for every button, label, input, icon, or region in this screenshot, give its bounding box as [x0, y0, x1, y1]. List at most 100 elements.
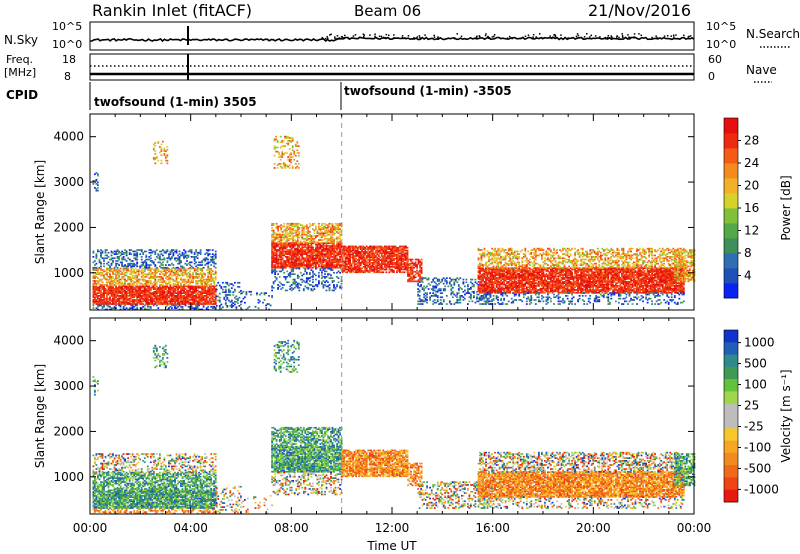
range-cell — [333, 239, 335, 241]
range-cell — [235, 295, 238, 298]
range-cell — [142, 267, 145, 270]
range-cell — [283, 271, 286, 274]
range-cell — [376, 252, 379, 255]
range-cell — [287, 262, 290, 265]
range-cell — [160, 292, 163, 294]
range-cell — [489, 295, 492, 297]
range-cell — [341, 260, 344, 263]
range-cell — [226, 296, 229, 299]
range-cell — [106, 304, 108, 307]
range-cell — [130, 285, 133, 288]
range-cell — [361, 259, 364, 261]
range-cell — [322, 276, 325, 278]
range-cell — [160, 271, 163, 274]
range-cell — [456, 292, 459, 294]
range-cell — [467, 292, 469, 294]
range-cell — [118, 276, 120, 278]
range-cell — [192, 273, 194, 275]
range-cell — [204, 300, 207, 303]
range-cell — [283, 250, 286, 253]
range-cell — [112, 293, 114, 296]
range-cell — [280, 251, 283, 254]
range-cell — [145, 254, 148, 257]
range-cell — [142, 293, 145, 296]
range-cell — [410, 265, 412, 268]
range-cell — [195, 304, 197, 307]
range-cell — [328, 251, 331, 254]
range-cell — [485, 296, 487, 299]
range-cell — [298, 233, 301, 236]
range-cell — [287, 222, 290, 225]
range-cell — [148, 289, 151, 292]
nsearch-point — [407, 35, 410, 37]
range-cell — [192, 274, 194, 277]
range-cell — [100, 262, 102, 265]
range-cell — [416, 265, 418, 268]
range-cell — [145, 303, 148, 305]
range-cell — [208, 301, 211, 304]
range-cell — [358, 271, 361, 274]
range-cell — [436, 280, 439, 282]
range-cell — [289, 224, 292, 226]
range-cell — [318, 257, 320, 260]
range-cell — [214, 293, 217, 296]
range-cell — [124, 274, 126, 277]
range-cell — [307, 266, 310, 269]
range-cell — [432, 288, 435, 290]
range-cell — [393, 266, 395, 268]
range-cell — [137, 288, 140, 290]
range-cell — [272, 247, 275, 250]
range-cell — [224, 288, 227, 291]
range-cell — [397, 255, 400, 257]
range-cell — [374, 246, 377, 249]
range-cell — [118, 290, 120, 293]
range-cell — [174, 282, 176, 285]
range-cell — [159, 270, 161, 273]
range-cell — [181, 254, 184, 257]
range-cell — [295, 254, 298, 257]
range-cell — [189, 249, 191, 251]
range-cell — [116, 297, 119, 300]
range-cell — [180, 267, 182, 270]
range-cell — [183, 249, 185, 251]
range-cell — [277, 228, 279, 230]
range-cell — [272, 261, 275, 264]
nsearch-point — [418, 35, 421, 37]
range-cell — [268, 295, 270, 297]
range-cell — [290, 222, 293, 225]
range-cell — [151, 276, 154, 278]
range-cell — [277, 249, 279, 251]
range-cell — [402, 271, 404, 274]
range-cell — [110, 295, 113, 297]
range-cell — [100, 301, 102, 304]
range-cell — [316, 243, 319, 246]
range-cell — [424, 299, 427, 301]
range-cell — [97, 286, 99, 289]
range-cell — [376, 251, 379, 253]
range-cell — [154, 280, 157, 282]
range-cell — [103, 274, 105, 277]
range-cell — [97, 249, 99, 251]
range-cell — [436, 278, 439, 281]
range-cell — [298, 249, 301, 251]
range-cell — [148, 271, 151, 274]
range-cell — [370, 261, 373, 264]
range-cell — [116, 262, 119, 265]
range-cell — [155, 271, 158, 274]
range-cell — [101, 305, 104, 308]
range-cell — [183, 295, 185, 297]
range-cell — [271, 260, 273, 262]
range-cell — [196, 305, 199, 308]
range-cell — [186, 276, 188, 278]
range-cell — [205, 269, 208, 271]
range-cell — [459, 296, 462, 299]
range-cell — [137, 286, 140, 289]
range-cell — [307, 264, 310, 266]
range-cell — [110, 258, 113, 261]
range-cell — [295, 265, 298, 268]
range-cell — [277, 261, 279, 264]
range-cell — [334, 258, 337, 261]
range-cell — [417, 273, 420, 276]
range-cell — [166, 284, 169, 286]
range-cell — [162, 286, 164, 289]
